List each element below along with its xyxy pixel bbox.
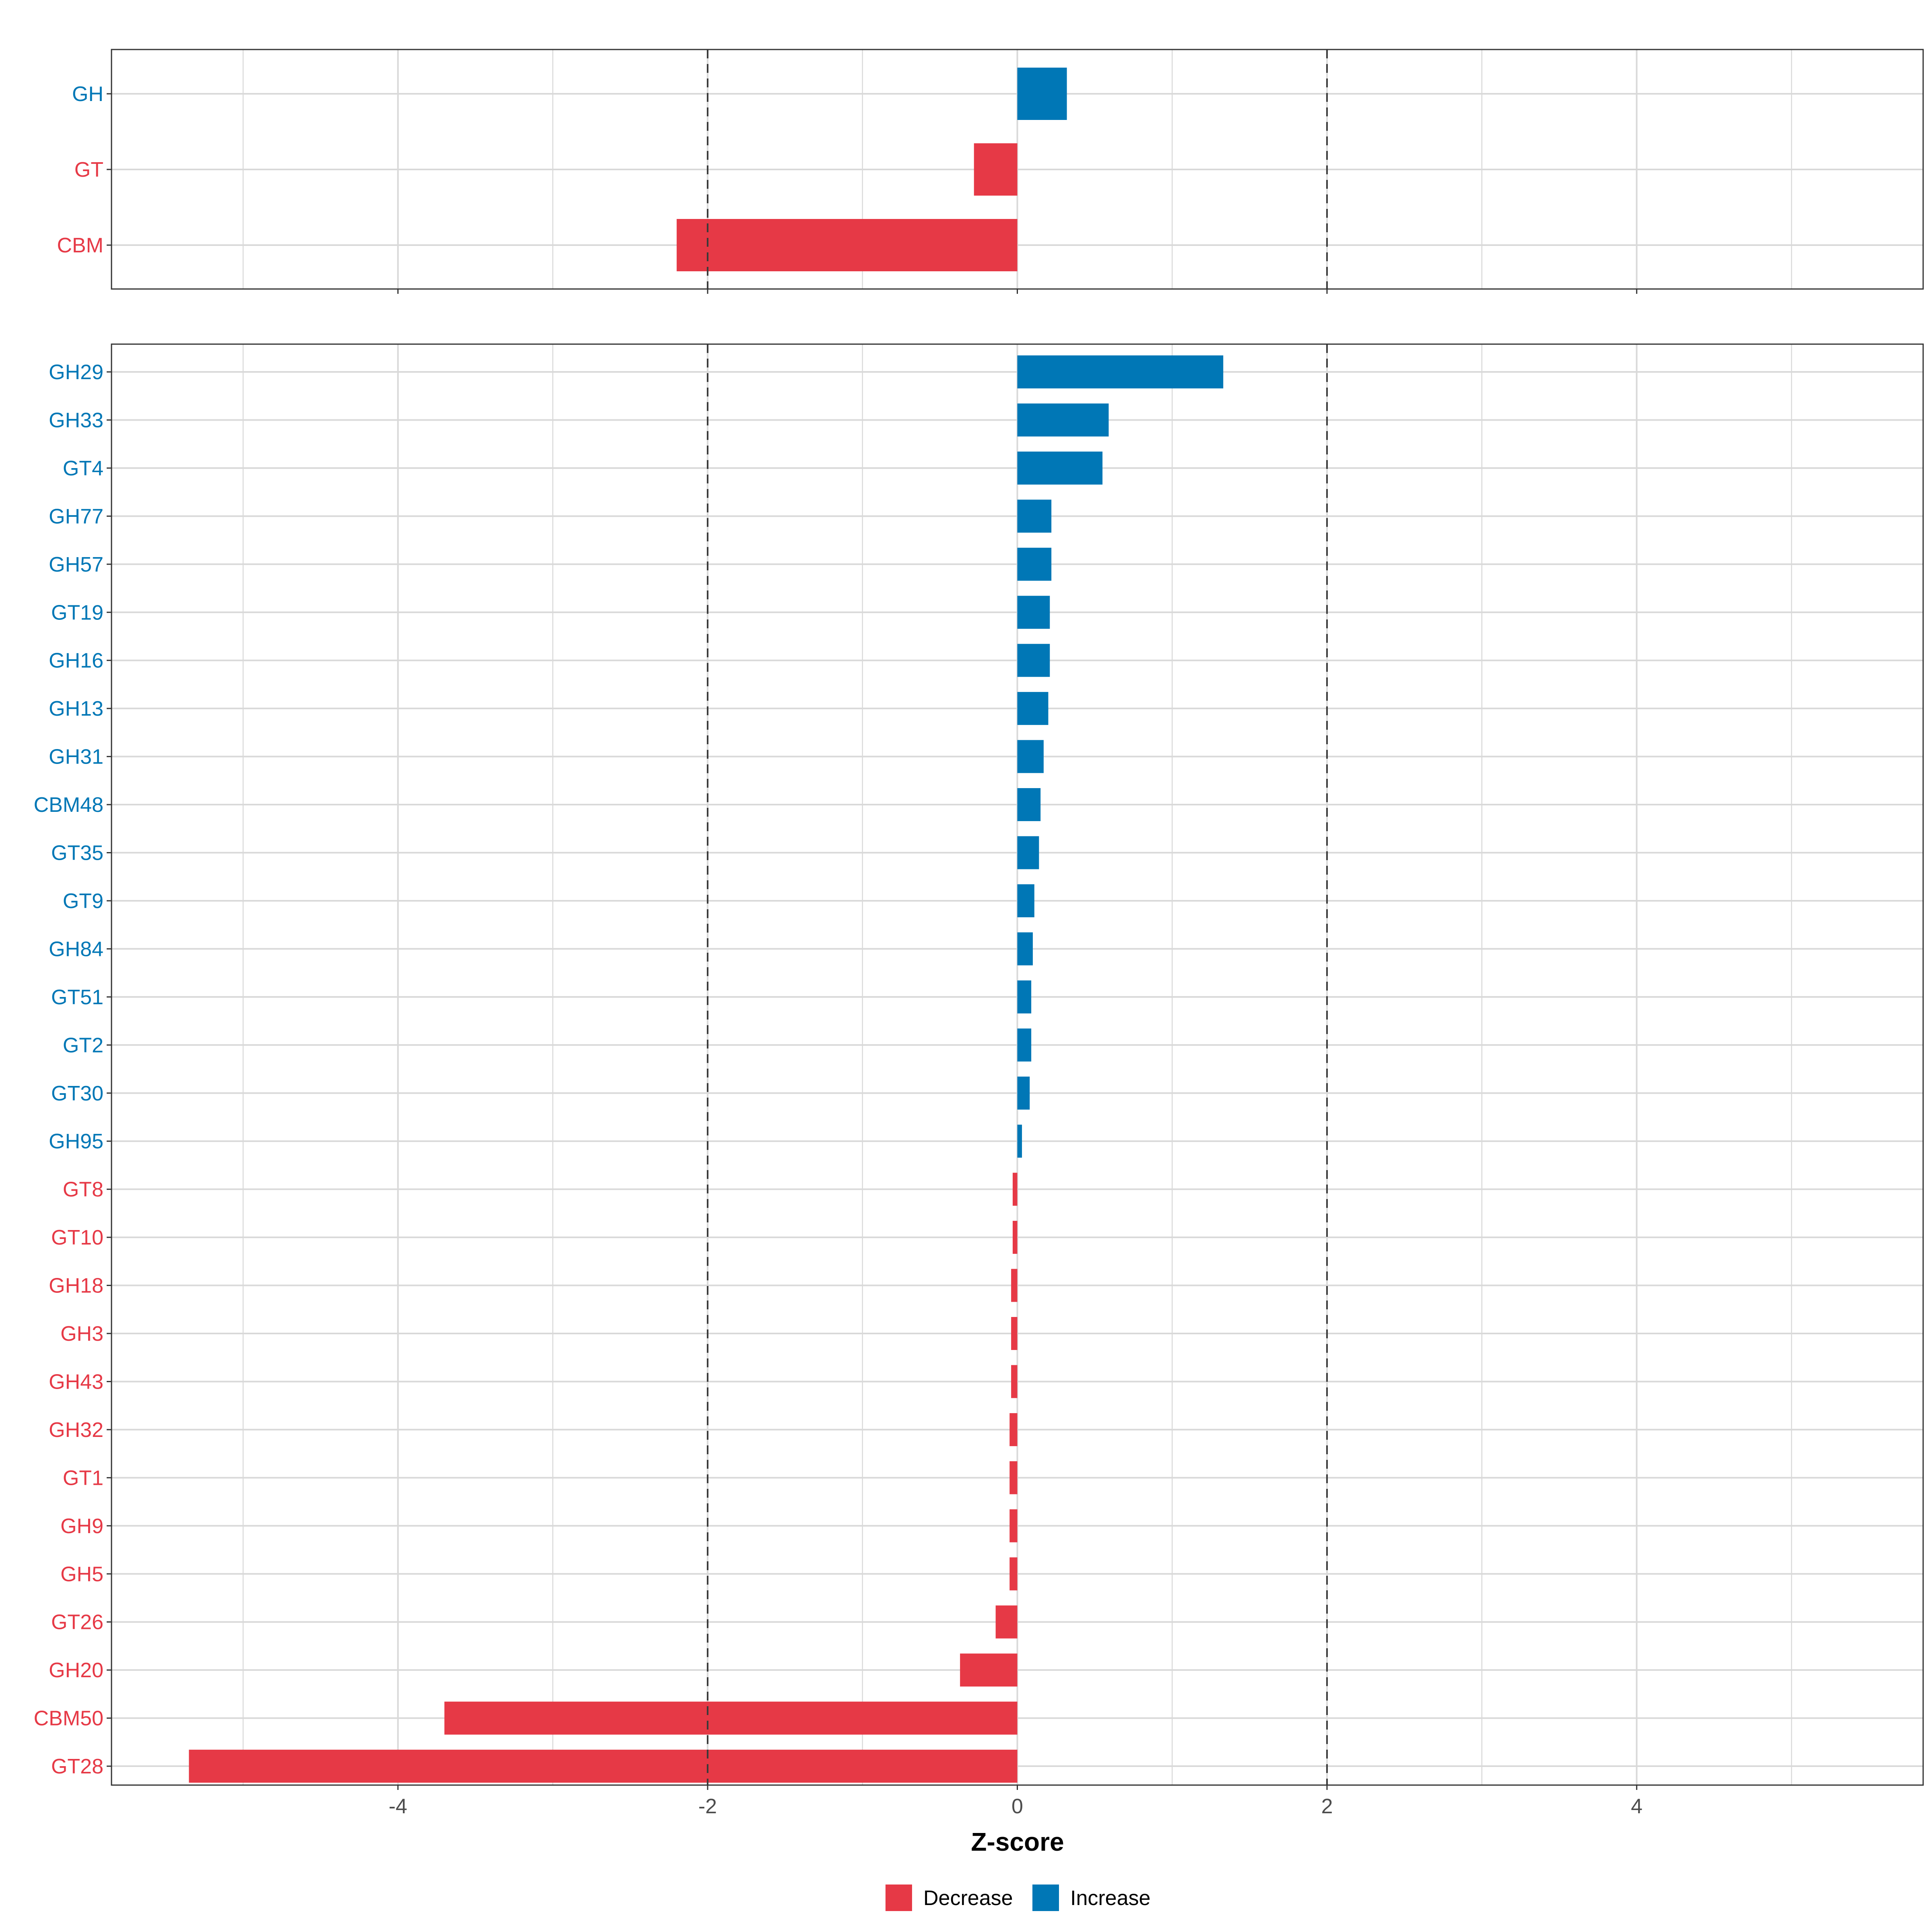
x-tick-label: -4 <box>389 1795 407 1818</box>
category-label: GT <box>74 158 103 182</box>
x-tick-label: 4 <box>1631 1795 1643 1818</box>
category-label: GH29 <box>49 361 103 384</box>
bar-gh <box>1017 68 1067 120</box>
x-axis-title: Z-score <box>971 1827 1064 1856</box>
bar-gt10 <box>1012 1221 1018 1254</box>
legend: Decrease Increase <box>886 1885 1150 1911</box>
category-label: GT2 <box>63 1034 103 1057</box>
category-label: GT1 <box>63 1466 103 1490</box>
bar-cbm48 <box>1017 788 1041 822</box>
bar-gt51 <box>1017 980 1032 1013</box>
bar-gh84 <box>1017 932 1033 966</box>
bar-cbm <box>677 219 1018 271</box>
x-tick-label: -2 <box>698 1795 717 1818</box>
category-label: GT26 <box>51 1611 103 1634</box>
category-label: GH32 <box>49 1418 103 1442</box>
category-label: GT51 <box>51 986 103 1009</box>
bar-gt <box>974 143 1018 196</box>
legend-label-increase: Increase <box>1070 1887 1150 1910</box>
bar-gh95 <box>1017 1125 1022 1158</box>
panel-top: GH GT CBM <box>57 49 1924 290</box>
bar-cbm50 <box>444 1701 1018 1735</box>
legend-swatch-increase <box>1032 1885 1059 1911</box>
category-label: GH3 <box>60 1322 103 1346</box>
category-label: GT35 <box>51 842 103 865</box>
legend-swatch-decrease <box>886 1885 912 1911</box>
category-label: GH77 <box>49 505 103 528</box>
bar-gh31 <box>1017 740 1044 773</box>
bar-gh29 <box>1017 355 1224 388</box>
category-label: GH20 <box>49 1659 103 1682</box>
category-label: GH16 <box>49 649 103 673</box>
category-label: GH95 <box>49 1130 103 1153</box>
bar-gh32 <box>1009 1413 1018 1446</box>
category-label: GH9 <box>60 1515 103 1538</box>
bar-gh20 <box>960 1653 1018 1687</box>
bar-gh33 <box>1017 403 1109 437</box>
bar-gh5 <box>1009 1557 1018 1591</box>
x-tick-label: 2 <box>1321 1795 1333 1818</box>
bar-gh57 <box>1017 547 1052 581</box>
bar-gh18 <box>1011 1269 1018 1302</box>
category-label: GT9 <box>63 890 103 913</box>
bar-gt19 <box>1017 596 1050 629</box>
bar-gt35 <box>1017 836 1039 869</box>
category-label: GH18 <box>49 1274 103 1298</box>
category-label: CBM <box>57 234 103 257</box>
category-label: GT30 <box>51 1082 103 1105</box>
bar-gh43 <box>1011 1365 1018 1398</box>
category-label: GT28 <box>51 1755 103 1778</box>
bar-gt30 <box>1017 1076 1030 1110</box>
category-label: GT10 <box>51 1226 103 1249</box>
legend-label-decrease: Decrease <box>923 1887 1013 1910</box>
category-label: CBM50 <box>34 1707 103 1730</box>
category-label: GH84 <box>49 937 103 961</box>
category-label: GH13 <box>49 697 103 720</box>
bar-gt2 <box>1017 1028 1032 1062</box>
panel-bottom: GH29 GH33 GT4 GH77 GH57 GT19 GH16 GH13 GH31 CBM48… <box>34 343 1924 1786</box>
bar-gh13 <box>1017 692 1049 725</box>
category-label: GH43 <box>49 1370 103 1393</box>
bar-gh77 <box>1017 500 1052 533</box>
category-label: GH5 <box>60 1563 103 1586</box>
bar-gt8 <box>1012 1172 1018 1206</box>
category-label: CBM48 <box>34 793 103 817</box>
category-label: GT8 <box>63 1178 103 1201</box>
x-axis: -4 -2 0 2 4 <box>389 289 1643 1818</box>
category-label: GT4 <box>63 457 103 480</box>
bar-gh9 <box>1009 1509 1018 1542</box>
bar-gh3 <box>1011 1317 1018 1350</box>
bar-gt9 <box>1017 884 1034 917</box>
x-tick-label: 0 <box>1011 1795 1023 1818</box>
category-label: GT19 <box>51 601 103 624</box>
bar-gt1 <box>1009 1461 1018 1494</box>
bar-gh16 <box>1017 644 1050 677</box>
category-label: GH31 <box>49 745 103 769</box>
category-label: GH33 <box>49 409 103 432</box>
category-label: GH <box>72 83 103 106</box>
category-label: GH57 <box>49 553 103 576</box>
bar-gt28 <box>189 1750 1018 1783</box>
bar-gt4 <box>1017 451 1103 485</box>
bar-gt26 <box>995 1605 1018 1639</box>
